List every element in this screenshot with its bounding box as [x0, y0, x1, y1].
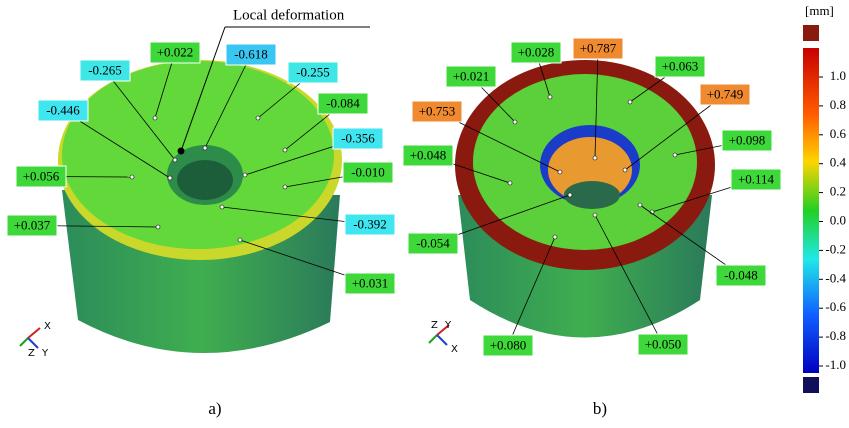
deviation-label: +0.022	[157, 44, 194, 59]
annotation: Local deformation	[233, 7, 345, 23]
probe-point	[593, 213, 597, 217]
probe-point	[243, 173, 247, 177]
part-a	[58, 60, 342, 353]
triad-label: Y	[444, 320, 452, 331]
colorbar-tick-label: 0.0	[830, 212, 846, 227]
deviation-label: -0.356	[341, 130, 375, 145]
probe-point	[220, 205, 224, 209]
colorbar-tick-label: -1.0	[825, 357, 846, 372]
deviation-label: +0.114	[738, 171, 775, 186]
deviation-label: -0.392	[353, 216, 387, 231]
deviation-label: -0.255	[296, 64, 330, 79]
part-b	[455, 60, 715, 338]
colorbar-under	[803, 377, 819, 393]
triad-label: Z	[431, 320, 438, 331]
deviation-label: +0.056	[23, 168, 60, 183]
probe-point	[203, 146, 207, 150]
deviation-label: +0.048	[410, 147, 447, 162]
probe-point	[558, 170, 562, 174]
probe-point	[513, 120, 517, 124]
triad-axis	[20, 338, 28, 346]
figure: [mm] Local deformation a) b) +0.022 -0.26…	[0, 0, 849, 428]
deviation-label: +0.063	[662, 58, 699, 73]
colorbar-tick-label: 0.2	[830, 184, 846, 199]
deviation-label: +0.050	[645, 336, 682, 351]
triad-label: X	[44, 321, 51, 332]
triad-label: Y	[41, 348, 49, 359]
colorbar-tick-label: -0.4	[825, 270, 846, 285]
probe-point	[548, 95, 552, 99]
deviation-label: +0.021	[453, 68, 490, 83]
probe-point	[153, 116, 157, 120]
deviation-label: -0.084	[326, 95, 360, 110]
deviation-label: +0.787	[580, 40, 617, 55]
probe-point	[238, 238, 242, 242]
deviation-label: +0.080	[490, 337, 527, 352]
caption: a)	[208, 399, 221, 418]
deviation-label: +0.031	[352, 275, 389, 290]
deviation-label: -0.618	[234, 46, 268, 61]
colorbar	[803, 48, 819, 373]
deviation-label: +0.749	[707, 86, 744, 101]
probe-point	[673, 153, 677, 157]
deviation-label: +0.028	[518, 44, 555, 59]
colorbar-over	[803, 25, 819, 41]
deviation-label: +0.098	[729, 132, 766, 147]
deviation-label: -0.446	[46, 102, 80, 117]
deviation-label: +0.753	[419, 103, 456, 118]
deviation-label: -0.048	[724, 267, 758, 282]
probe-point	[553, 235, 557, 239]
probe-point	[256, 116, 260, 120]
probe-point	[168, 176, 172, 180]
colorbar-tick-label: -0.8	[825, 328, 846, 343]
probe-point	[623, 168, 627, 172]
colorbar-tick-label: -0.6	[825, 299, 846, 314]
probe-point	[173, 158, 177, 162]
deviation-label: -0.054	[416, 235, 450, 250]
probe-point	[638, 203, 642, 207]
bore-bottom	[564, 181, 620, 209]
triad-axis	[28, 338, 38, 348]
triad-axis	[28, 328, 40, 338]
deviation-label: +0.037	[14, 217, 51, 232]
colorbar-tick-label: 1.0	[830, 68, 846, 83]
triad-label: X	[451, 344, 458, 355]
triad-axis	[429, 335, 437, 343]
probe-point	[283, 185, 287, 189]
probe-point	[593, 156, 597, 160]
probe-point	[568, 193, 572, 197]
deviation-label: -0.010	[351, 164, 385, 179]
probe-point	[156, 225, 160, 229]
colorbar-tick-label: 0.4	[830, 155, 847, 170]
caption: b)	[593, 399, 607, 418]
colorbar-tick-label: 0.6	[830, 126, 847, 141]
triad-label: Z	[28, 348, 35, 359]
hole-inner	[177, 160, 233, 200]
probe-point	[628, 100, 632, 104]
colorbar-tick-label: -0.2	[825, 241, 846, 256]
probe-point	[508, 181, 512, 185]
probe-point	[283, 148, 287, 152]
triad-axis	[437, 335, 447, 345]
colorbar-unit: [mm]	[805, 3, 834, 18]
colorbar-tick-label: 0.8	[830, 97, 846, 112]
deviation-label: -0.265	[88, 62, 122, 77]
probe-point	[130, 175, 134, 179]
